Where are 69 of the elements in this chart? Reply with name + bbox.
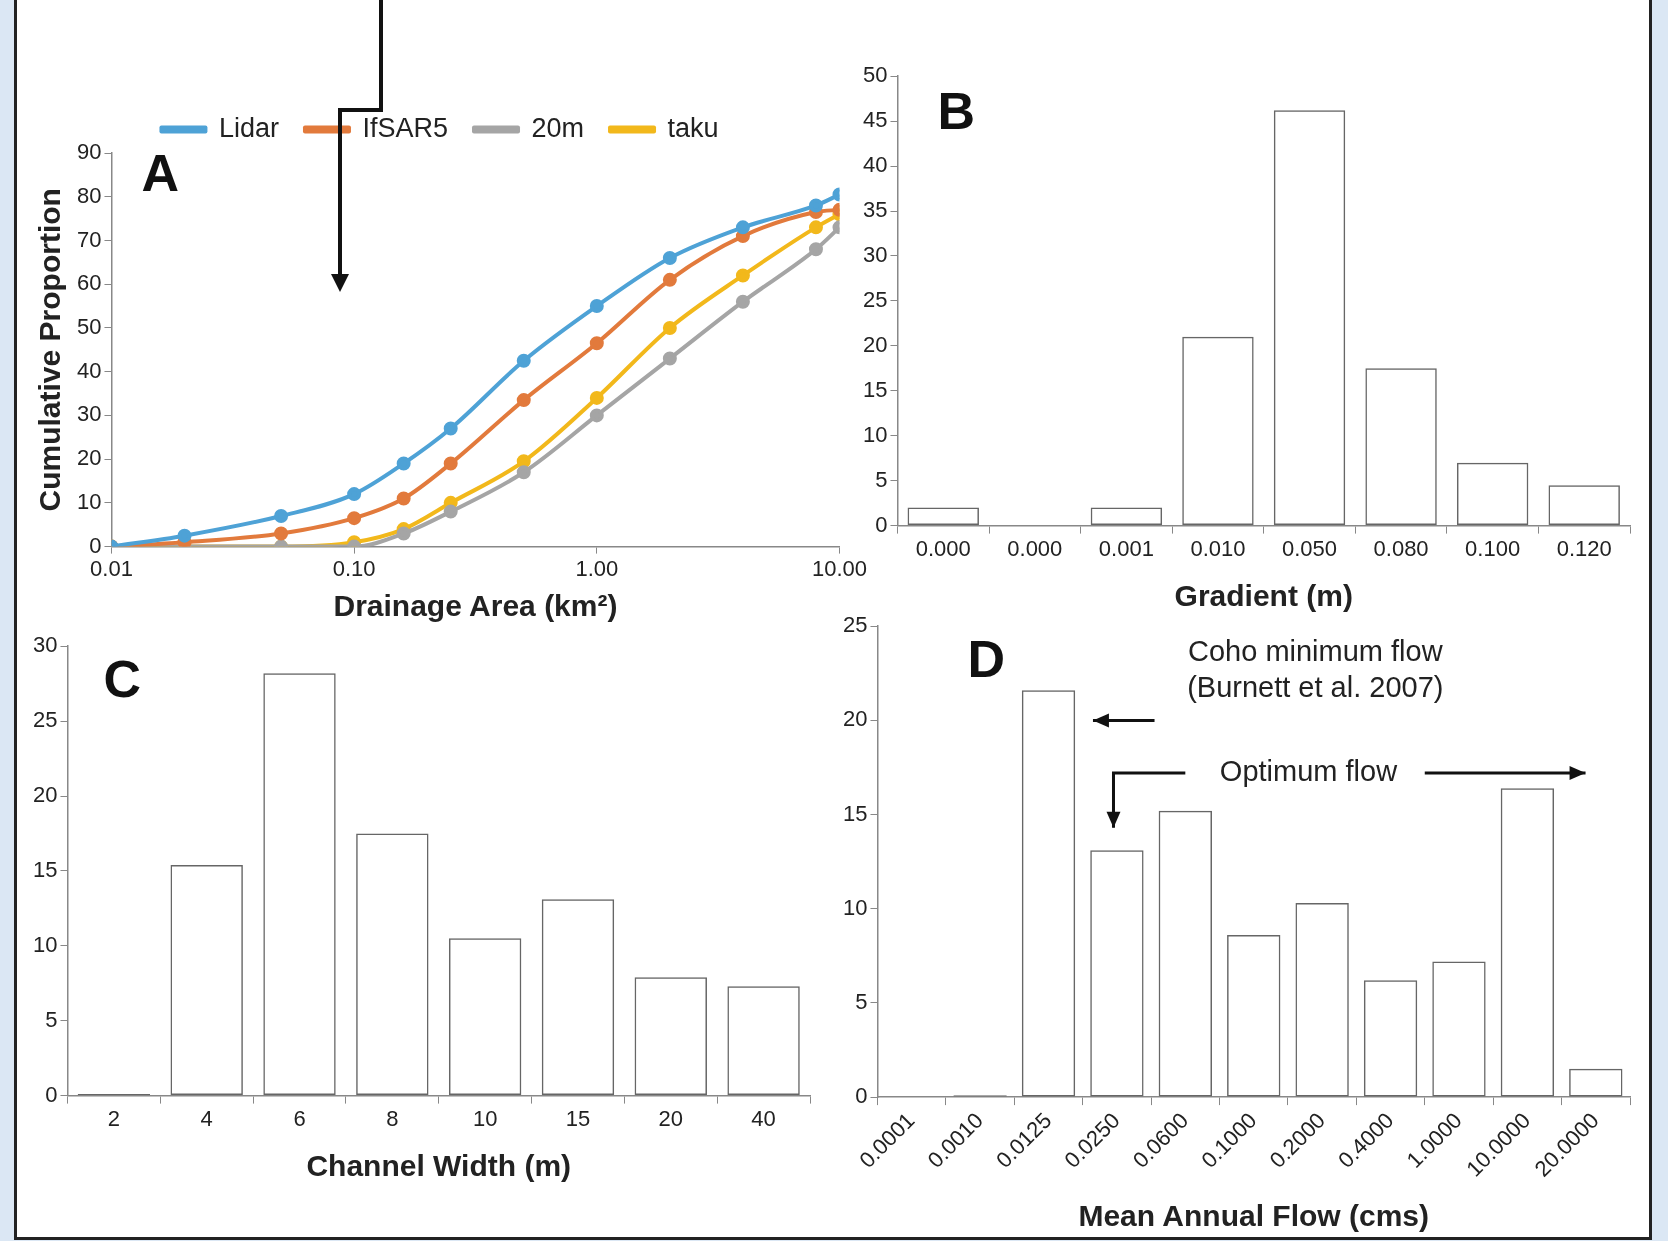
y-tick-label: 40 — [76, 357, 102, 383]
y-tick-label: 80 — [76, 182, 102, 208]
y-tick-label: 10 — [32, 931, 58, 957]
chart-title: B — [937, 81, 976, 140]
y-tick-label: 20 — [842, 706, 868, 732]
y-tick-label: 40 — [862, 152, 888, 178]
x-tick-label: 1.00 — [575, 555, 619, 581]
x-tick-label: 4 — [200, 1105, 213, 1131]
x-tick-label: 15 — [565, 1105, 591, 1131]
x-axis-title: Drainage Area (km²) — [333, 589, 618, 623]
y-tick-label: 20 — [32, 782, 58, 808]
x-tick-label: 40 — [751, 1105, 776, 1131]
x-tick-label: 0.000 — [915, 535, 971, 561]
legend-label: 20m — [531, 112, 585, 143]
x-tick-label: 2 — [107, 1105, 120, 1131]
y-tick-label: 10 — [862, 421, 888, 447]
y-tick-label: 25 — [842, 612, 868, 638]
x-tick-label: 0.050 — [1281, 535, 1338, 561]
x-tick-label: 0.010 — [1190, 535, 1246, 561]
x-tick-label: 6 — [293, 1105, 306, 1131]
y-tick-label: 5 — [855, 988, 868, 1014]
legend-label: taku — [667, 112, 719, 143]
y-tick-label: 10 — [842, 894, 868, 920]
x-tick-label: 0.001 — [1098, 535, 1154, 561]
y-tick-label: 30 — [862, 242, 888, 268]
annotation: Optimum flow — [1219, 755, 1399, 788]
y-tick-label: 25 — [862, 286, 888, 312]
y-tick-label: 90 — [76, 139, 102, 165]
x-tick-label: 0.100 — [1465, 535, 1521, 561]
x-tick-label: 10 — [472, 1105, 498, 1131]
y-tick-label: 5 — [875, 466, 888, 492]
y-tick-label: 0 — [89, 532, 102, 558]
y-tick-label: 0 — [45, 1081, 58, 1107]
y-tick-label: 50 — [862, 62, 888, 88]
x-axis-title: Channel Width (m) — [306, 1149, 572, 1183]
x-tick-label: 8 — [386, 1105, 399, 1131]
x-tick-label: 20 — [658, 1105, 684, 1131]
y-tick-label: 20 — [862, 331, 888, 357]
legend-label: Lidar — [218, 112, 279, 143]
legend-label: IfSAR5 — [362, 112, 449, 143]
y-tick-label: 70 — [76, 226, 102, 252]
y-tick-label: 25 — [32, 707, 58, 733]
y-tick-label: 20 — [76, 445, 102, 471]
x-axis-title: Mean Annual Flow (cms) — [1078, 1199, 1430, 1233]
y-tick-label: 35 — [862, 197, 888, 223]
annotation: Coho minimum flow (Burnett et al. 2007) — [1187, 635, 1444, 704]
y-tick-label: 0 — [855, 1083, 868, 1109]
y-tick-label: 15 — [862, 376, 888, 402]
x-tick-label: 0.000 — [1007, 535, 1063, 561]
chart-title: C — [103, 649, 142, 708]
y-tick-label: 30 — [32, 632, 58, 658]
y-tick-label: 30 — [76, 401, 102, 427]
y-tick-label: 10 — [76, 488, 102, 514]
x-tick-label: 10.00 — [811, 555, 867, 581]
y-tick-label: 50 — [76, 314, 102, 339]
x-tick-label: 0.10 — [332, 555, 376, 581]
y-tick-label: 15 — [842, 800, 868, 826]
x-tick-label: 0.120 — [1556, 535, 1612, 561]
y-tick-label: 0 — [875, 511, 888, 537]
y-axis-title: Cumulative Proportion — [33, 188, 67, 512]
y-tick-label: 45 — [862, 107, 888, 133]
y-tick-label: 5 — [45, 1006, 58, 1032]
chart-title: D — [967, 629, 1006, 688]
x-tick-label: 0.080 — [1373, 535, 1429, 561]
x-tick-label: 0.01 — [90, 555, 133, 581]
y-tick-label: 15 — [32, 856, 58, 882]
chart-title: A — [141, 144, 180, 203]
y-tick-label: 60 — [76, 270, 102, 296]
x-axis-title: Gradient (m) — [1174, 579, 1353, 613]
